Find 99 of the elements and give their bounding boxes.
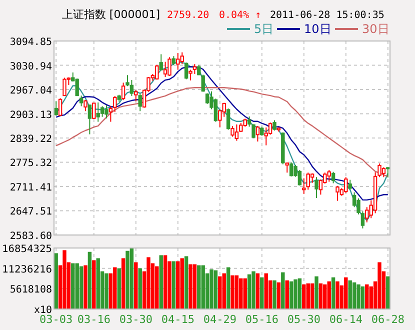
bar bbox=[356, 284, 360, 310]
bar bbox=[192, 264, 197, 310]
bar bbox=[134, 262, 138, 310]
bar bbox=[218, 276, 222, 310]
bar bbox=[386, 276, 390, 310]
y-tick-label: 2647.51 bbox=[10, 206, 52, 218]
y-tick-label: 5618108 bbox=[10, 284, 52, 296]
bar bbox=[159, 255, 163, 310]
bar bbox=[176, 261, 180, 310]
bar bbox=[314, 276, 318, 310]
y-tick-label: x10 bbox=[34, 305, 52, 316]
x-tick-label: 03-16 bbox=[77, 313, 110, 326]
y-tick-label: 2967.04 bbox=[10, 86, 52, 96]
bar bbox=[92, 260, 96, 310]
bar bbox=[184, 256, 188, 310]
bar bbox=[260, 277, 264, 310]
bar bbox=[247, 274, 252, 310]
legend-item: 30日 bbox=[335, 22, 390, 36]
bar bbox=[126, 250, 130, 310]
bar bbox=[54, 253, 58, 310]
x-tick-label: 03-03 bbox=[40, 313, 73, 326]
bar bbox=[79, 266, 84, 310]
bar bbox=[281, 272, 285, 310]
legend-label: 5日 bbox=[254, 22, 274, 36]
bar bbox=[294, 279, 298, 310]
bar bbox=[285, 280, 289, 310]
bar bbox=[365, 284, 369, 310]
bar bbox=[75, 263, 79, 310]
bar bbox=[348, 280, 352, 310]
bar bbox=[146, 257, 150, 310]
bar bbox=[88, 252, 92, 310]
y-tick-label: 16854325 bbox=[2, 244, 52, 255]
bar bbox=[84, 265, 88, 310]
bar bbox=[104, 273, 108, 310]
bar bbox=[197, 265, 201, 310]
bar bbox=[138, 268, 142, 310]
bar bbox=[310, 283, 314, 310]
bar bbox=[378, 262, 382, 310]
bar bbox=[230, 275, 234, 310]
bar bbox=[360, 286, 365, 310]
bar bbox=[113, 267, 117, 310]
bar bbox=[306, 283, 310, 310]
bar bbox=[188, 264, 192, 310]
y-tick-label: 2839.22 bbox=[10, 134, 52, 145]
chart-title: 上证指数 [000001] bbox=[62, 8, 160, 21]
bar bbox=[226, 267, 230, 310]
legend-item: 10日 bbox=[277, 22, 332, 36]
bar bbox=[344, 277, 348, 310]
bar bbox=[180, 258, 184, 310]
bar bbox=[302, 284, 306, 310]
bar bbox=[272, 280, 276, 310]
text: 2759.20 bbox=[167, 10, 210, 21]
bar bbox=[298, 278, 302, 310]
x-tick-label: 04-15 bbox=[161, 313, 194, 326]
bar bbox=[289, 281, 294, 310]
y-tick-label: 2903.13 bbox=[10, 110, 52, 121]
bar bbox=[172, 261, 176, 310]
bar bbox=[117, 268, 121, 310]
bar bbox=[62, 250, 66, 310]
bar bbox=[163, 255, 168, 310]
x-tick-label: 06-14 bbox=[329, 313, 363, 326]
bar bbox=[252, 271, 256, 310]
bar bbox=[336, 281, 340, 310]
bar bbox=[264, 273, 268, 310]
bar bbox=[222, 273, 226, 310]
bar bbox=[352, 282, 356, 310]
bar bbox=[96, 258, 100, 310]
x-tick-label: 04-29 bbox=[203, 313, 236, 326]
y-tick-label: 11236216 bbox=[2, 264, 52, 276]
bar bbox=[276, 282, 281, 310]
bar bbox=[130, 248, 134, 310]
bar bbox=[256, 273, 260, 310]
bar bbox=[239, 278, 243, 310]
bar bbox=[210, 269, 214, 310]
y-tick-label: 3030.94 bbox=[10, 61, 52, 72]
bar bbox=[318, 283, 323, 310]
text: 2011-06-28 15:00:35 bbox=[270, 10, 384, 21]
bar bbox=[331, 277, 336, 310]
legend-item: 5日 bbox=[227, 22, 274, 36]
bar bbox=[201, 265, 205, 310]
bar bbox=[71, 263, 75, 310]
x-tick-label: 03-30 bbox=[119, 313, 152, 326]
bar bbox=[234, 275, 239, 310]
y-tick-label: 2583.60 bbox=[10, 231, 52, 242]
x-tick-label: 05-16 bbox=[245, 313, 278, 326]
y-tick-label: 3094.85 bbox=[10, 37, 52, 48]
bar bbox=[155, 266, 159, 310]
legend-label: 10日 bbox=[304, 22, 332, 36]
x-tick-label: 05-30 bbox=[287, 313, 320, 326]
legend-label: 30日 bbox=[362, 22, 390, 36]
bar bbox=[214, 270, 218, 310]
x-tick-label: 06-28 bbox=[371, 313, 404, 326]
y-tick-label: 2711.41 bbox=[10, 182, 52, 194]
bar bbox=[121, 258, 126, 310]
bar bbox=[327, 281, 331, 310]
bar bbox=[243, 278, 247, 310]
text: 0.04% ↑ bbox=[219, 10, 262, 21]
bar bbox=[323, 284, 327, 310]
y-tick-label: 2775.32 bbox=[10, 158, 52, 170]
